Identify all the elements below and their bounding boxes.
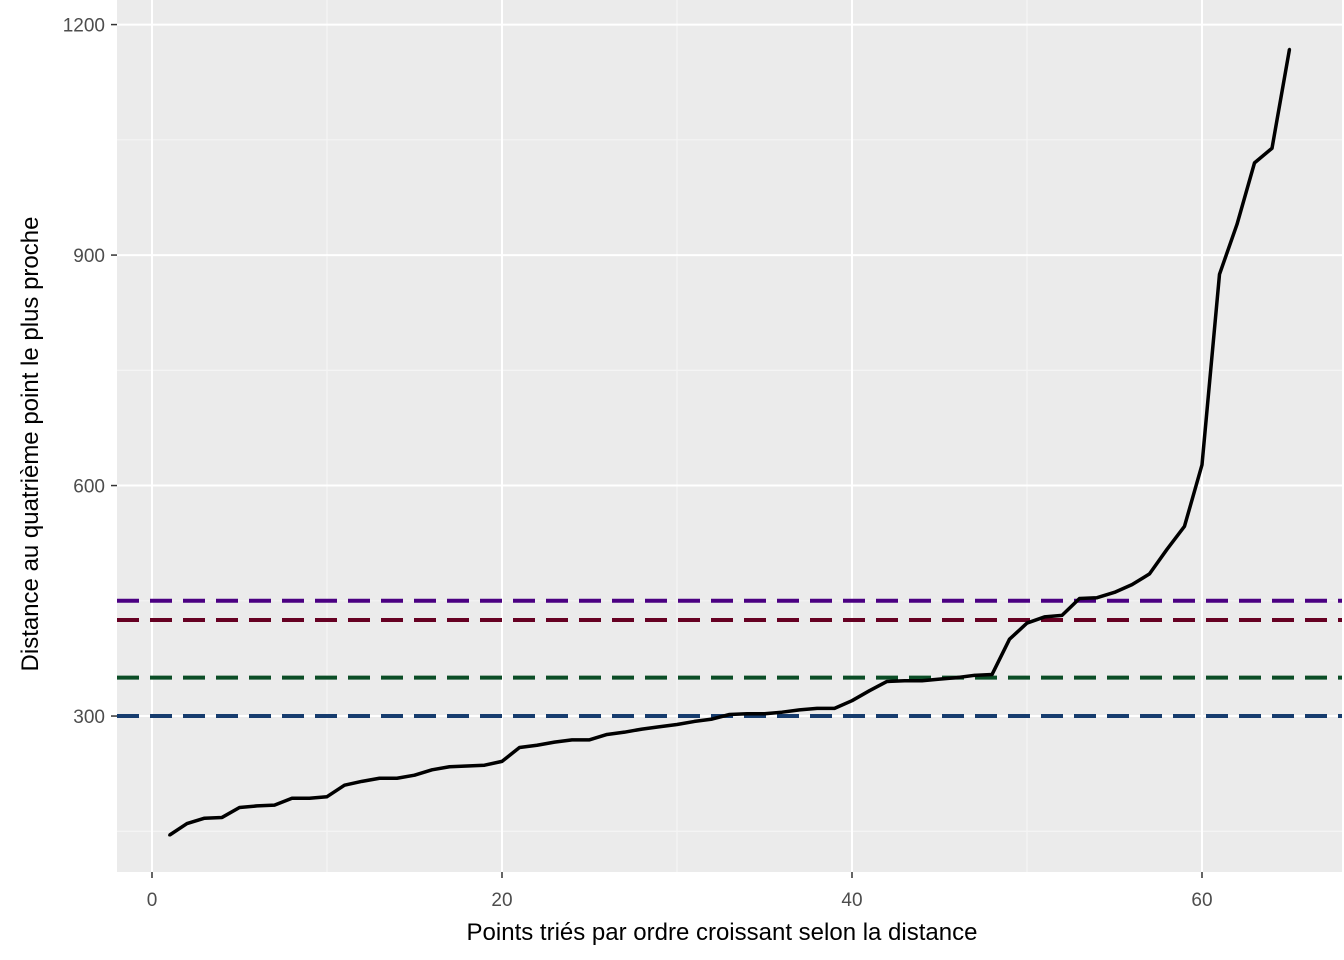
x-tick-label: 40 xyxy=(841,890,862,911)
data-point xyxy=(1025,621,1029,625)
data-point xyxy=(693,720,696,723)
data-point xyxy=(990,673,994,676)
data-point xyxy=(168,833,171,837)
x-axis-title: Points triés par ordre croissant selon l… xyxy=(467,919,978,946)
data-point xyxy=(535,743,539,747)
data-point xyxy=(1253,161,1256,165)
y-tick-label: 1200 xyxy=(63,16,105,37)
data-point xyxy=(325,795,329,799)
data-point xyxy=(1270,146,1274,150)
data-point xyxy=(1008,637,1011,641)
data-point xyxy=(588,738,591,742)
data-point xyxy=(413,773,416,777)
data-point xyxy=(518,746,521,749)
data-point xyxy=(500,759,504,763)
data-point xyxy=(1130,583,1134,587)
data-point xyxy=(1078,597,1081,600)
data-point xyxy=(833,706,836,710)
y-tick-label: 600 xyxy=(73,477,105,498)
data-point xyxy=(570,738,574,742)
data-point xyxy=(1288,47,1291,51)
data-point xyxy=(395,776,399,780)
data-point xyxy=(1043,615,1046,619)
data-point xyxy=(675,723,679,726)
data-point xyxy=(553,740,556,744)
data-point xyxy=(658,725,661,729)
data-point xyxy=(815,706,819,710)
data-point xyxy=(203,816,206,820)
data-point xyxy=(1235,222,1239,226)
data-point xyxy=(360,779,364,783)
data-point xyxy=(238,806,241,809)
data-point xyxy=(483,763,486,767)
data-point xyxy=(430,768,434,772)
data-point xyxy=(448,765,451,769)
data-point xyxy=(640,727,644,731)
data-point xyxy=(465,764,469,768)
data-point xyxy=(973,673,976,677)
data-point xyxy=(1148,572,1151,576)
data-point xyxy=(728,713,731,716)
x-tick-label: 60 xyxy=(1191,890,1212,911)
data-point xyxy=(1218,272,1221,276)
plot-panel xyxy=(117,0,1342,872)
data-point xyxy=(850,699,854,703)
data-point xyxy=(1165,547,1169,551)
x-tick-label: 20 xyxy=(491,890,512,911)
x-axis: 0 20 40 60 xyxy=(147,872,1213,911)
data-point xyxy=(780,710,784,714)
data-point xyxy=(903,679,906,683)
data-point xyxy=(220,816,224,819)
data-point xyxy=(710,717,714,721)
data-point xyxy=(1183,524,1186,528)
data-point xyxy=(255,804,259,808)
data-point xyxy=(273,803,276,807)
data-point xyxy=(1113,590,1116,594)
data-point xyxy=(885,680,889,683)
series-layer xyxy=(168,47,1292,837)
data-point xyxy=(378,776,381,780)
x-tick-label: 0 xyxy=(147,890,158,911)
data-point xyxy=(745,712,749,716)
data-point xyxy=(1200,463,1204,467)
data-point xyxy=(938,677,941,681)
y-tick-label: 300 xyxy=(73,707,105,728)
data-point xyxy=(308,796,311,800)
y-axis: 300 600 900 1200 xyxy=(63,16,117,728)
data-point xyxy=(605,733,609,736)
data-point xyxy=(290,796,294,800)
data-point xyxy=(343,783,346,787)
data-point xyxy=(798,708,801,712)
data-point xyxy=(623,730,626,734)
y-axis-title: Distance au quatrième point le plus proc… xyxy=(17,217,44,672)
data-point xyxy=(868,689,871,693)
data-point xyxy=(763,712,766,716)
data-point xyxy=(185,822,189,825)
data-point xyxy=(1060,613,1064,617)
y-tick-label: 900 xyxy=(73,246,105,267)
data-point xyxy=(920,679,924,683)
data-point xyxy=(1095,596,1099,600)
data-point xyxy=(955,676,959,680)
